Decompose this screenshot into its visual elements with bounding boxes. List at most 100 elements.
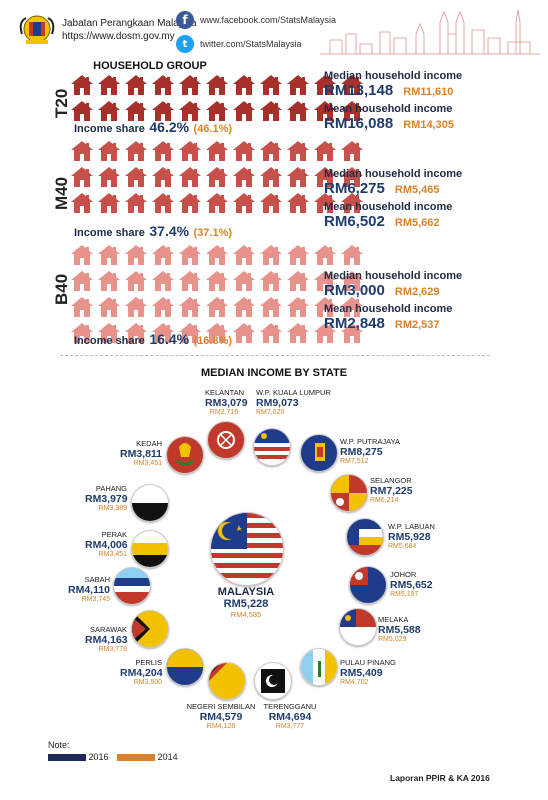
legend-2016: 2016 xyxy=(88,752,109,762)
kuala-lumpur-flag-icon xyxy=(253,428,291,466)
house-icon xyxy=(70,192,97,218)
house-icon xyxy=(232,270,259,296)
house-icon xyxy=(151,192,178,218)
house-icon xyxy=(232,140,259,166)
house-icon xyxy=(313,296,340,322)
legend-swatch-2016 xyxy=(48,754,86,762)
house-grid-t20 xyxy=(70,74,367,126)
house-icon xyxy=(178,100,205,126)
legend: Note: 2016 2014 xyxy=(48,740,178,762)
house-icon xyxy=(70,244,97,270)
malaysia-2014: RM4,585 xyxy=(230,610,262,619)
sarawak-flag-icon xyxy=(131,610,169,648)
house-grid-m40 xyxy=(70,140,367,218)
house-icon xyxy=(205,322,232,348)
house-icon xyxy=(97,244,124,270)
house-icon xyxy=(70,74,97,100)
house-icon xyxy=(178,270,205,296)
house-icon xyxy=(151,74,178,100)
state-section-title: MEDIAN INCOME BY STATE xyxy=(200,367,348,379)
income-share-2014: (46.1%) xyxy=(193,123,233,135)
household-group-title: HOUSEHOLD GROUP xyxy=(93,60,207,72)
state-sabah: SABAH RM4,110 RM3,745 xyxy=(68,575,111,603)
house-icon xyxy=(124,244,151,270)
state-kuala-lumpur: W.P. KUALA LUMPUR RM9,073 RM7,620 xyxy=(256,388,331,416)
house-icon xyxy=(313,166,340,192)
house-icon xyxy=(124,166,151,192)
house-icon xyxy=(205,140,232,166)
state-johor: JOHOR RM5,652 RM5,197 xyxy=(390,570,433,598)
house-icon xyxy=(178,322,205,348)
state-melaka: MELAKA RM5,588 RM5,029 xyxy=(378,615,421,643)
house-icon xyxy=(340,100,367,126)
pulau-pinang-flag-icon xyxy=(300,648,338,686)
kedah-flag-icon xyxy=(166,436,204,474)
facebook-link[interactable]: www.facebook.com/StatsMalaysia xyxy=(200,15,337,25)
mean-label: Mean household income xyxy=(324,201,453,213)
house-icon xyxy=(259,100,286,126)
house-icon xyxy=(286,140,313,166)
house-icon xyxy=(232,166,259,192)
house-icon xyxy=(205,192,232,218)
house-icon xyxy=(97,74,124,100)
house-icon xyxy=(151,100,178,126)
house-icon xyxy=(286,166,313,192)
mean-2016: RM6,502 xyxy=(324,213,385,230)
house-icon xyxy=(97,100,124,126)
house-icon xyxy=(178,74,205,100)
negeri-sembilan-flag-icon xyxy=(208,662,246,700)
house-icon xyxy=(178,140,205,166)
agency-url[interactable]: https://www.dosm.gov.my xyxy=(62,31,175,42)
house-icon xyxy=(232,244,259,270)
income-share-2016: 46.2% xyxy=(149,119,190,135)
malaysia-flag-icon xyxy=(210,512,284,586)
house-icon xyxy=(151,140,178,166)
twitter-icon[interactable]: t xyxy=(176,35,194,53)
median-label: Median household income xyxy=(324,270,463,282)
state-selangor: SELANGOR RM7,225 RM6,214 xyxy=(370,476,413,504)
house-icon xyxy=(340,244,367,270)
house-icon xyxy=(340,166,367,192)
state-labuan: W.P. LABUAN RM5,928 RM5,684 xyxy=(388,522,435,550)
malaysia-name: MALAYSIA xyxy=(217,586,275,598)
johor-flag-icon xyxy=(349,566,387,604)
house-icon xyxy=(259,192,286,218)
house-icon xyxy=(259,140,286,166)
house-icon xyxy=(70,322,97,348)
mean-2014: RM5,662 xyxy=(394,217,440,229)
state-pulau-pinang: PULAU PINANG RM5,409 RM4,702 xyxy=(340,658,396,686)
house-icon xyxy=(313,244,340,270)
house-icon xyxy=(313,192,340,218)
dosm-logo xyxy=(18,12,56,46)
mean-label: Mean household income xyxy=(324,303,453,315)
income-share-label: Income share xyxy=(74,335,145,347)
house-icon xyxy=(286,192,313,218)
house-icon xyxy=(70,140,97,166)
median-2014: RM11,610 xyxy=(403,86,454,98)
kelantan-flag-icon xyxy=(207,421,245,459)
house-icon xyxy=(124,140,151,166)
house-icon xyxy=(178,244,205,270)
house-icon xyxy=(340,140,367,166)
mean-label: Mean household income xyxy=(324,103,453,115)
median-2016: RM13,148 xyxy=(324,82,394,99)
terengganu-flag-icon xyxy=(254,662,292,700)
state-terengganu: TERENGGANU RM4,694 RM3,777 xyxy=(263,702,317,730)
house-icon xyxy=(340,270,367,296)
house-icon xyxy=(313,322,340,348)
house-icon xyxy=(259,74,286,100)
house-icon xyxy=(340,296,367,322)
house-icon xyxy=(178,296,205,322)
melaka-flag-icon xyxy=(339,608,377,646)
putrajaya-flag-icon xyxy=(300,434,338,472)
house-icon xyxy=(259,296,286,322)
sabah-flag-icon xyxy=(113,567,151,605)
house-icon xyxy=(70,270,97,296)
house-icon xyxy=(340,192,367,218)
house-icon xyxy=(340,322,367,348)
income-share-2016: 37.4% xyxy=(149,223,190,239)
facebook-icon[interactable]: f xyxy=(176,11,194,29)
twitter-link[interactable]: twitter.com/StatsMalaysia xyxy=(200,39,302,49)
house-icon xyxy=(286,74,313,100)
median-2016: RM6,275 xyxy=(324,180,385,197)
